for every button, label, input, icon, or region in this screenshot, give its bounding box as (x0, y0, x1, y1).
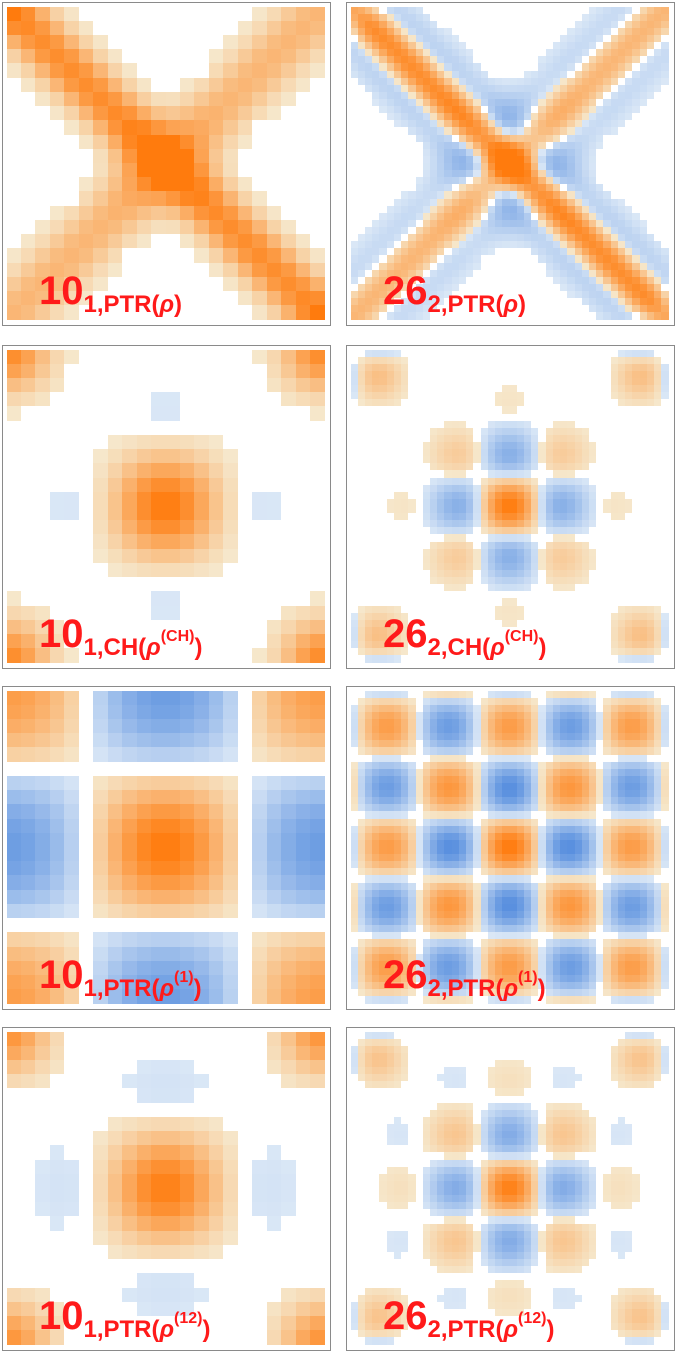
heatmap-canvas (7, 7, 325, 320)
panel-label: 101,CH(ρ(CH)) (39, 612, 203, 661)
panel-label: 262,PTR(ρ) (383, 269, 527, 318)
heatmap-canvas (7, 1032, 325, 1345)
heatmap-panel-10-ch: 101,CH(ρ(CH)) (2, 345, 331, 669)
panel-label: 262,PTR(ρ(12)) (383, 1294, 555, 1343)
panel-label: 101,PTR(ρ(12)) (39, 1294, 211, 1343)
heatmap-panel-26-ptr-rho12: 262,PTR(ρ(12)) (346, 1027, 675, 1351)
heatmap-panel-10-ptr-rho12: 101,PTR(ρ(12)) (2, 1027, 331, 1351)
heatmap-panel-10-ptr-rho1: 101,PTR(ρ(1)) (2, 686, 331, 1010)
heatmap-panel-26-ptr-rho: 262,PTR(ρ) (346, 2, 675, 326)
heatmap-canvas (351, 691, 669, 1004)
panel-label: 262,PTR(ρ(1)) (383, 953, 546, 1002)
heatmap-panel-26-ch: 262,CH(ρ(CH)) (346, 345, 675, 669)
heatmap-panel-10-ptr-rho: 101,PTR(ρ) (2, 2, 331, 326)
heatmap-canvas (7, 691, 325, 1004)
heatmap-panel-26-ptr-rho1: 262,PTR(ρ(1)) (346, 686, 675, 1010)
panel-label: 101,PTR(ρ) (39, 269, 183, 318)
heatmap-canvas (7, 350, 325, 663)
panel-label: 262,CH(ρ(CH)) (383, 612, 547, 661)
heatmap-canvas (351, 7, 669, 320)
panel-label: 101,PTR(ρ(1)) (39, 953, 202, 1002)
heatmap-canvas (351, 1032, 669, 1345)
heatmap-canvas (351, 350, 669, 663)
